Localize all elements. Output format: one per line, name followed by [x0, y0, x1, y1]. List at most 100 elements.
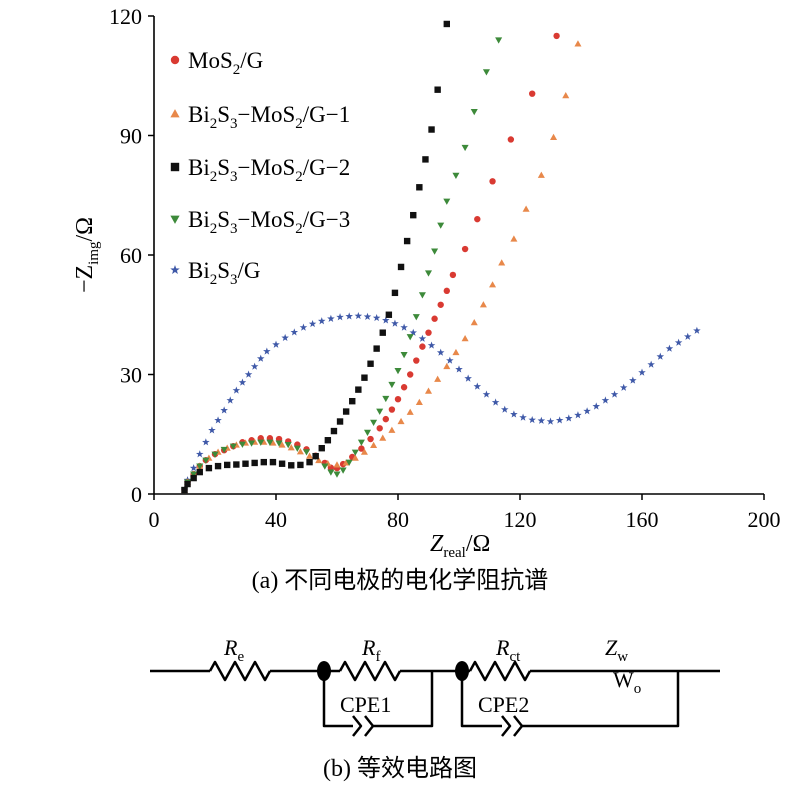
data-point	[419, 343, 426, 350]
data-point	[550, 133, 558, 141]
data-point	[537, 171, 545, 178]
data-point	[181, 486, 188, 494]
data-point	[269, 439, 277, 446]
data-point	[553, 32, 560, 40]
data-point	[190, 471, 198, 478]
data-point	[443, 362, 451, 370]
data-point	[233, 461, 240, 468]
legend-marker	[170, 162, 180, 172]
data-point	[400, 384, 408, 391]
resistor-rf	[338, 660, 402, 682]
cpe2-branch-wire	[522, 671, 680, 728]
data-point	[619, 383, 628, 391]
legend-item: Bi2S3/G	[170, 258, 261, 288]
data-point	[385, 311, 393, 318]
cpe2-symbol	[513, 715, 524, 737]
data-point	[339, 467, 347, 474]
legend-label: Bi2S3/G	[188, 258, 261, 288]
data-point	[211, 451, 219, 458]
data-point	[406, 334, 414, 341]
data-point	[400, 323, 408, 331]
data-point	[308, 319, 317, 328]
data-point	[452, 172, 460, 180]
eis-chart: 0 40 80 120 160 200 0 30 60 90 120 Zreal/Ω −Zimg/…	[72, 4, 781, 594]
data-point	[220, 446, 228, 454]
data-point	[452, 348, 460, 356]
data-point	[555, 416, 564, 424]
data-point	[382, 415, 389, 423]
data-point	[345, 459, 353, 466]
data-point	[412, 314, 420, 321]
circuit-node-1	[317, 661, 331, 681]
data-point	[242, 460, 249, 467]
data-point	[318, 444, 325, 452]
data-point	[306, 458, 313, 466]
data-point	[394, 395, 402, 403]
data-point	[464, 374, 472, 382]
data-point	[327, 469, 335, 476]
data-point	[238, 441, 246, 448]
legend-item: Bi2S3−MoS2/G−3	[170, 207, 350, 237]
data-point	[629, 376, 637, 384]
y-tick-label: 90	[120, 124, 142, 149]
data-point	[489, 281, 497, 288]
data-point	[638, 368, 646, 376]
legend-marker	[170, 55, 180, 65]
data-point	[269, 458, 277, 466]
data-point	[394, 367, 402, 375]
data-point	[388, 381, 396, 389]
data-point	[363, 312, 372, 320]
data-point	[321, 463, 329, 470]
data-point	[583, 407, 591, 415]
data-point	[683, 332, 692, 340]
data-point	[379, 434, 387, 441]
data-point	[491, 398, 500, 406]
data-point	[482, 69, 490, 76]
data-point	[376, 408, 384, 415]
data-point	[327, 314, 335, 322]
cpe1-symbol	[364, 715, 375, 737]
data-point	[449, 271, 457, 279]
data-point	[333, 461, 341, 468]
data-point	[434, 375, 442, 382]
data-point	[510, 235, 518, 242]
legend-marker	[170, 265, 180, 274]
series-layer	[180, 20, 701, 494]
data-point	[330, 427, 338, 435]
cpe1-branch-wire	[373, 671, 434, 728]
data-point	[565, 414, 573, 422]
legend-label: Bi2S3−MoS2/G−3	[188, 207, 350, 237]
series-1	[180, 40, 582, 493]
data-point	[349, 397, 356, 405]
data-point	[482, 390, 491, 398]
data-point	[403, 237, 411, 245]
data-point	[382, 316, 390, 324]
data-point	[345, 312, 353, 320]
data-point	[306, 452, 314, 459]
resistor-rct	[468, 660, 532, 682]
data-point	[510, 410, 518, 418]
data-point	[250, 362, 259, 370]
legend-marker	[170, 109, 180, 118]
data-point	[424, 270, 433, 277]
data-point	[287, 444, 295, 451]
series-4	[180, 311, 701, 494]
data-point	[363, 429, 372, 436]
data-point	[351, 449, 359, 456]
data-point	[312, 452, 319, 460]
y-axis-label: −Zimg/Ω	[72, 217, 102, 293]
data-point	[519, 413, 527, 421]
data-point	[443, 287, 450, 295]
data-point	[284, 442, 292, 449]
x-tick-label: 200	[748, 507, 781, 532]
label-rf: Rf	[361, 635, 380, 665]
data-point	[354, 311, 363, 320]
data-point	[302, 449, 311, 456]
cpe2-symbol	[501, 715, 512, 737]
data-point	[315, 456, 323, 464]
data-point	[360, 448, 368, 455]
data-point	[296, 448, 304, 455]
equivalent-circuit: Re Rf Rct Zw Wo CPE1 CPE2 (b) 等效电路图	[150, 635, 720, 782]
data-point	[342, 459, 350, 466]
data-point	[562, 91, 570, 99]
